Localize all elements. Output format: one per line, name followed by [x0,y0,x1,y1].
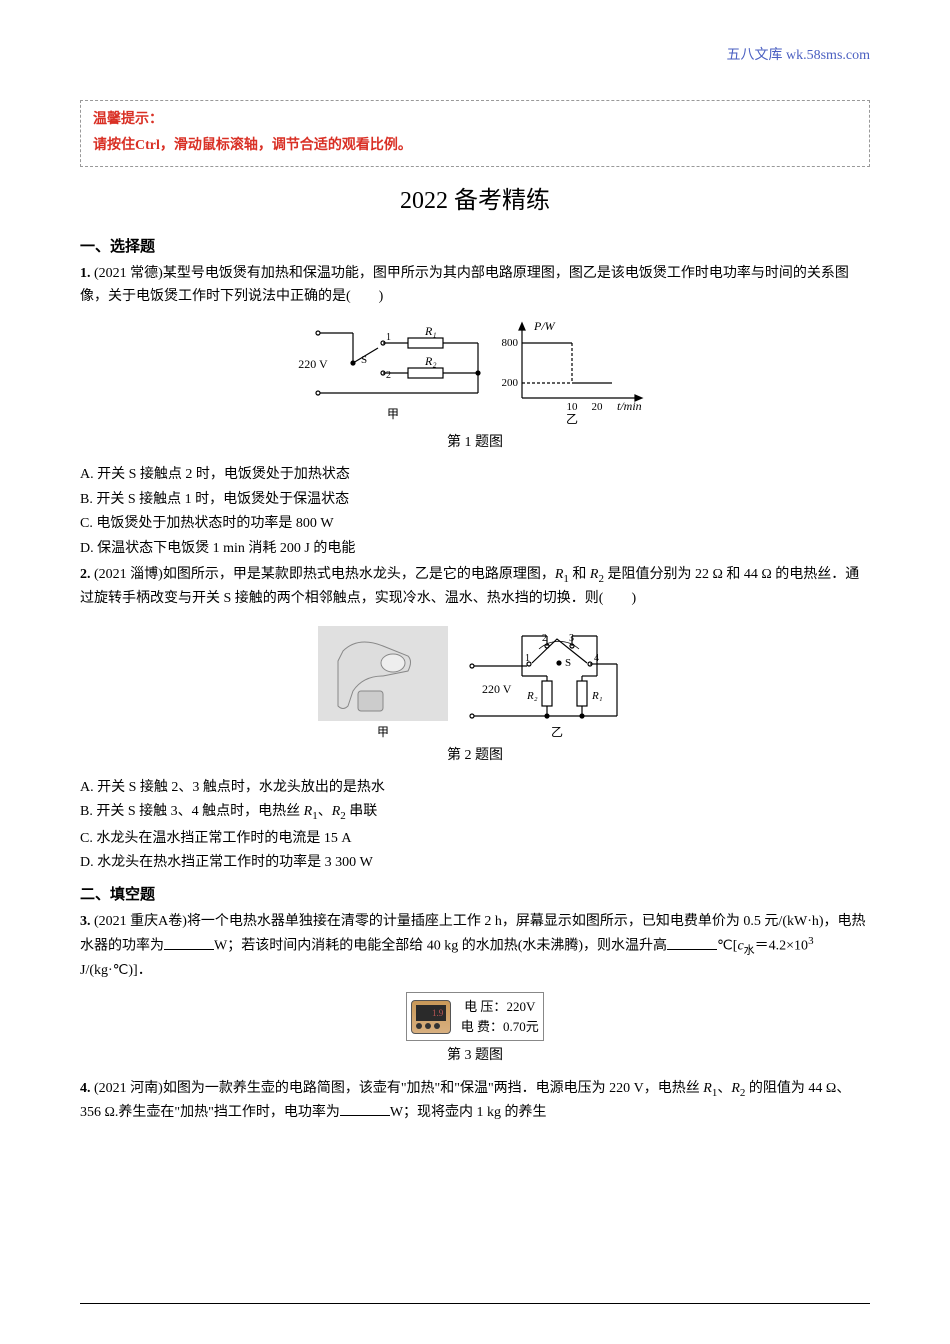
q1-num: 1. [80,266,91,281]
q3-text2: W；若该时间内消耗的电能全部给 40 kg 的水加热(水未沸腾)，则水温升高 [214,939,667,954]
q2-figure: 甲 [80,621,870,767]
svg-text:R₂: R₂ [424,354,437,368]
svg-text:甲: 甲 [387,407,399,421]
svg-text:4: 4 [594,653,599,664]
q4-source: (2021 河南) [94,1081,163,1096]
q2-options: A. 开关 S 接触 2、3 触点时，水龙头放出的是热水 B. 开关 S 接触 … [80,777,870,875]
svg-text:2: 2 [542,633,547,644]
svg-text:1: 1 [386,332,391,343]
svg-text:2: 2 [386,370,391,381]
svg-text:200: 200 [501,377,518,389]
q3-text5: J/(kg·℃)]． [80,963,152,978]
q2-caption: 第 2 题图 [80,745,870,767]
q1-optA: A. 开关 S 接触点 2 时，电饭煲处于加热状态 [80,464,870,486]
svg-text:3: 3 [569,633,574,644]
svg-text:20: 20 [591,401,603,413]
svg-text:乙: 乙 [566,412,578,426]
meter-icon: 1.9 [411,1000,451,1034]
q2-num: 2. [80,567,91,582]
section1-title: 一、选择题 [80,235,870,259]
footer-line [80,1303,870,1304]
q4-mid1: 、 [717,1081,731,1096]
q1-optC: C. 电饭煲处于加热状态时的功率是 800 W [80,513,870,535]
svg-text:R₁: R₁ [424,324,437,338]
q1-circuit-svg: 220 V S 1 2 R₁ R₂ 甲 [298,318,488,428]
section2-title: 二、填空题 [80,883,870,907]
meter-display: 1.9 [416,1005,446,1021]
question-4: 4. (2021 河南)如图为一款养生壶的电路简图，该壶有"加热"和"保温"两挡… [80,1078,870,1125]
q3-figure: 1.9 电 压：220V 电 费：0.70元 第 3 题图 [80,992,870,1067]
tip-box: 温馨提示： 请按住Ctrl，滑动鼠标滚轴，调节合适的观看比例。 [80,100,870,167]
q4-num: 4. [80,1081,91,1096]
q4-r1: R [703,1081,712,1096]
q3-num: 3. [80,914,91,929]
q1-options: A. 开关 S 接触点 2 时，电饭煲处于加热状态 B. 开关 S 接触点 1 … [80,464,870,560]
q1-figure: 220 V S 1 2 R₁ R₂ 甲 P/W 800 200 10 20 t/… [80,318,870,454]
q4-r2: R [731,1081,740,1096]
q1-caption: 第 1 题图 [80,432,870,454]
q1-graph-svg: P/W 800 200 10 20 t/min 乙 [492,318,652,428]
q3-blank1 [164,949,214,950]
svg-text:R₂: R₂ [526,690,538,702]
q2-optC: C. 水龙头在温水挡正常工作时的电流是 15 A [80,828,870,850]
svg-text:S: S [361,354,367,366]
q2-optA: A. 开关 S 接触 2、3 触点时，水龙头放出的是热水 [80,777,870,799]
q3-sub-water: 水 [744,944,755,956]
svg-text:S: S [565,657,571,669]
q3-text4: ＝4.2×10 [755,939,808,954]
svg-text:乙: 乙 [551,725,563,739]
svg-text:220 V: 220 V [299,357,329,371]
q3-caption: 第 3 题图 [80,1045,870,1067]
question-3: 3. (2021 重庆A卷)将一个电热水器单独接在清零的计量插座上工作 2 h，… [80,911,870,983]
tip-content: 请按住Ctrl，滑动鼠标滚轴，调节合适的观看比例。 [93,135,857,157]
svg-text:220 V: 220 V [482,682,512,696]
question-1: 1. (2021 常德)某型号电饭煲有加热和保温功能，图甲所示为其内部电路原理图… [80,263,870,308]
svg-text:800: 800 [501,337,518,349]
question-2: 2. (2021 淄博)如图所示，甲是某款即热式电热水龙头，乙是它的电路原理图，… [80,564,870,611]
q2-text1: 如图所示，甲是某款即热式电热水龙头，乙是它的电路原理图， [163,567,555,582]
q2-circuit-svg: 220 V 1 2 3 4 S R₂ R₁ 乙 [457,621,637,741]
svg-text:1: 1 [525,653,530,664]
svg-text:甲: 甲 [377,725,389,739]
meter-labels: 电 压：220V 电 费：0.70元 [461,997,539,1036]
svg-text:t/min: t/min [617,399,642,413]
q2-faucet-svg: 甲 [313,621,453,741]
svg-text:R₁: R₁ [591,690,603,702]
q3-sup: 3 [808,935,814,947]
q1-source: (2021 常德) [94,266,163,281]
main-title: 2022 备考精练 [80,182,870,220]
q2-optD: D. 水龙头在热水挡正常工作时的功率是 3 300 W [80,852,870,874]
q4-text1: 如图为一款养生壶的电路简图，该壶有"加热"和"保温"两挡．电源电压为 220 V… [163,1081,703,1096]
header-link: 五八文库 wk.58sms.com [727,45,871,67]
q3-blank2 [667,949,717,950]
tip-title: 温馨提示： [93,109,857,131]
q2-source: (2021 淄博) [94,567,163,582]
q2-optB: B. 开关 S 接触 3、4 触点时，电热丝 R1、R2 串联 [80,801,870,825]
q4-text3: W；现将壶内 1 kg 的养生 [390,1105,547,1120]
q1-text: 某型号电饭煲有加热和保温功能，图甲所示为其内部电路原理图，图乙是该电饭煲工作时电… [80,266,849,303]
svg-text:P/W: P/W [533,319,556,333]
q3-source: (2021 重庆A卷) [94,914,187,929]
q4-blank1 [340,1115,390,1116]
q3-text3: ℃[ [717,939,737,954]
q2-and: 和 [569,567,590,582]
q1-optB: B. 开关 S 接触点 1 时，电饭煲处于保温状态 [80,489,870,511]
q1-optD: D. 保温状态下电饭煲 1 min 消耗 200 J 的电能 [80,538,870,560]
